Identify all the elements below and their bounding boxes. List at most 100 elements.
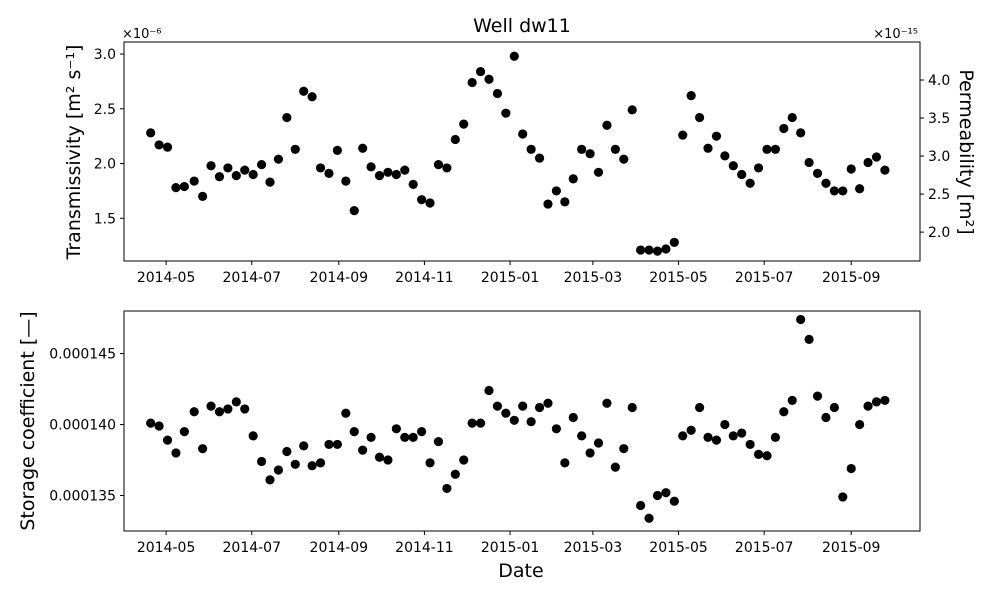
data-point: [256, 456, 267, 467]
data-point: [179, 427, 189, 437]
data-point: [779, 407, 789, 417]
date-axis-title: Date: [498, 560, 543, 582]
data-point: [307, 461, 317, 471]
x-tick-label: 2015-03: [564, 540, 623, 556]
data-point: [273, 465, 284, 475]
y-tick-label: 0.000140: [49, 418, 116, 434]
data-point: [678, 431, 688, 441]
data-point: [745, 439, 755, 450]
data-point: [459, 455, 469, 465]
transmissivity-plot-frame: [123, 41, 921, 262]
x-tick-label: 2014-05: [137, 270, 196, 286]
data-point: [694, 112, 705, 123]
data-point: [534, 153, 545, 163]
data-point: [484, 385, 494, 396]
data-point: [349, 206, 359, 216]
data-point: [341, 176, 351, 186]
data-point: [214, 172, 225, 182]
transmissivity-panel: Well dw11 ×10⁻⁶ ×10⁻¹⁵ Transmissivity [m…: [63, 15, 977, 286]
x-tick-label: 2014-07: [223, 270, 282, 286]
data-point: [568, 412, 578, 423]
data-point: [863, 401, 873, 411]
data-point: [324, 439, 334, 450]
data-point: [804, 334, 814, 344]
data-point: [661, 244, 671, 254]
data-point: [568, 174, 578, 184]
data-point: [762, 451, 772, 461]
data-point: [728, 161, 738, 171]
data-point: [391, 169, 401, 180]
y-tick-label: 1.5: [94, 211, 116, 227]
data-point: [619, 154, 629, 164]
data-point: [644, 245, 654, 255]
data-point: [206, 161, 216, 171]
data-point: [880, 395, 890, 406]
x-tick-label: 2015-05: [649, 540, 708, 556]
data-point: [602, 398, 612, 408]
data-point: [728, 431, 738, 441]
data-point: [358, 143, 368, 153]
x-tick-label: 2015-09: [822, 270, 881, 286]
data-point: [383, 455, 393, 465]
data-point: [189, 407, 199, 417]
data-point: [231, 397, 241, 407]
data-point: [753, 163, 764, 173]
data-point: [214, 407, 225, 417]
data-point: [821, 178, 831, 188]
x-tick-label: 2015-01: [481, 270, 540, 286]
data-point: [282, 446, 292, 457]
data-point: [248, 169, 258, 180]
data-point: [644, 513, 654, 523]
data-point: [829, 186, 839, 196]
data-point: [366, 162, 376, 172]
data-point: [846, 164, 856, 174]
data-point: [374, 170, 385, 181]
data-point: [492, 88, 503, 99]
permeability-axis-title: Permeability [m²]: [955, 69, 977, 234]
y-tick-label: 0.000135: [49, 489, 116, 505]
data-point: [855, 184, 865, 194]
data-point: [753, 449, 764, 459]
y2-tick-label: 3.5: [928, 111, 950, 127]
data-point: [450, 469, 460, 479]
x-tick-label: 2014-09: [310, 270, 369, 286]
data-point: [442, 483, 452, 494]
data-point: [417, 195, 427, 205]
data-point: [383, 167, 393, 177]
x-tick-label: 2015-05: [649, 270, 708, 286]
data-point: [838, 186, 848, 196]
data-point: [593, 167, 604, 177]
data-point: [146, 418, 156, 428]
data-point: [223, 163, 233, 173]
x-tick-label: 2015-03: [564, 270, 623, 286]
x-tick-label: 2015-09: [822, 540, 881, 556]
data-point: [171, 448, 181, 458]
data-point: [812, 168, 823, 178]
data-point: [332, 145, 342, 156]
y2-tick-label: 3.0: [928, 149, 950, 165]
data-point: [265, 177, 275, 187]
data-point: [829, 402, 839, 413]
transmissivity-points: [146, 51, 890, 256]
data-point: [593, 438, 604, 448]
data-point: [703, 432, 713, 442]
x-tick-label: 2015-07: [735, 540, 794, 556]
data-point: [299, 441, 309, 451]
data-point: [146, 128, 156, 138]
data-point: [770, 144, 781, 154]
data-point: [358, 445, 368, 455]
data-point: [610, 144, 620, 154]
data-point: [678, 130, 688, 140]
data-point: [796, 128, 806, 138]
data-point: [231, 170, 241, 181]
data-point: [179, 181, 189, 192]
data-point: [265, 475, 275, 485]
data-point: [762, 144, 772, 154]
permeability-exponent-label: ×10⁻¹⁵: [873, 27, 918, 42]
data-point: [315, 163, 326, 173]
data-point: [669, 237, 679, 247]
data-point: [400, 432, 410, 442]
data-point: [425, 458, 435, 468]
data-point: [450, 134, 460, 145]
data-point: [206, 401, 216, 411]
